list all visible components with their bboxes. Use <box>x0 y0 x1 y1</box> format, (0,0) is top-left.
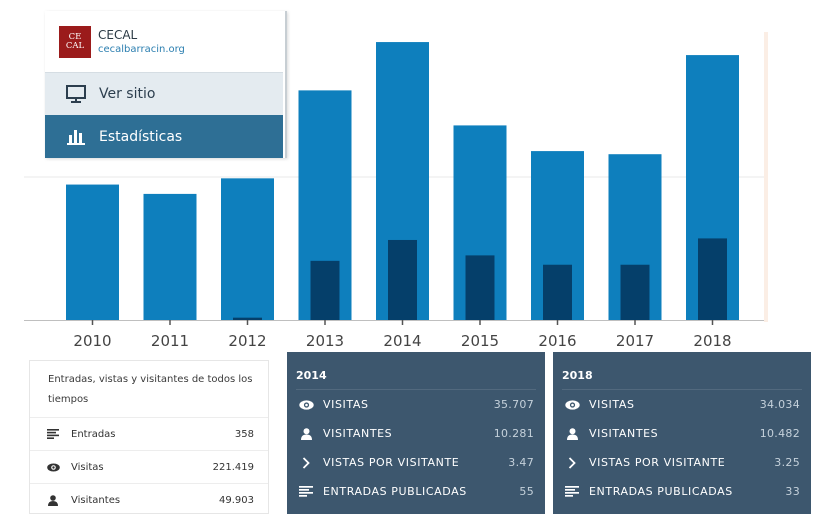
alltime-value: 358 <box>234 428 254 440</box>
bar-visitas-2011[interactable] <box>143 193 197 320</box>
bar-visitantes-2018[interactable] <box>698 238 727 320</box>
menu-item-ver-sitio[interactable]: Ver sitio <box>45 72 283 115</box>
eye-icon <box>297 399 315 410</box>
x-tick-label-2010: 2010 <box>73 332 111 350</box>
site-name: CECAL <box>98 28 138 42</box>
x-tick-label-2014: 2014 <box>383 332 421 350</box>
year-row-vistas-por-visitante: VISTAS POR VISITANTE 3.25 <box>553 448 811 477</box>
bar-visitantes-2016[interactable] <box>543 264 572 320</box>
site-url[interactable]: cecalbarracin.org <box>98 44 185 55</box>
year-row-entradas-publicadas: ENTRADAS PUBLICADAS 55 <box>287 477 545 506</box>
person-icon <box>45 494 61 506</box>
year-panel-title: 2018 <box>562 369 593 382</box>
year-row-value: 34.034 <box>759 398 800 411</box>
stats-chart: 2010 2011 2012 2013 2014 2015 2016 2017 2018 <box>24 32 768 356</box>
alltime-row-visitantes: Visitantes 49.903 <box>30 483 268 514</box>
x-tick-label-2011: 2011 <box>151 332 189 350</box>
year-row-vistas-por-visitante: VISTAS POR VISITANTE 3.47 <box>287 448 545 477</box>
year-row-value: 3.25 <box>774 456 800 469</box>
x-tick-label-2016: 2016 <box>538 332 576 350</box>
bar-chart: 2010 2011 2012 2013 2014 2015 2016 2017 2018 <box>24 32 768 350</box>
year-row-label: VISITANTES <box>323 427 393 440</box>
year-row-visitas: VISITAS 35.707 <box>287 390 545 419</box>
alltime-label: Entradas <box>71 428 116 440</box>
year-panel-2014: 2014 VISITAS 35.707 VISITANTES 10.281 VI… <box>287 352 545 514</box>
chart-right-edge <box>764 32 768 322</box>
bar-visitantes-2017[interactable] <box>620 264 650 320</box>
alltime-title: Entradas, vistas y visitantes de todos l… <box>48 374 253 405</box>
bar-visitas-2010[interactable] <box>66 184 119 320</box>
posts-icon <box>563 486 581 497</box>
alltime-stats-panel: Entradas, vistas y visitantes de todos l… <box>29 360 269 514</box>
logo-text-bottom: CAL <box>65 40 85 51</box>
year-row-visitas: VISITAS 34.034 <box>553 390 811 419</box>
menu-item-label: Ver sitio <box>99 86 156 102</box>
year-row-label: VISITAS <box>323 398 369 411</box>
alltime-row-entradas: Entradas 358 <box>30 417 268 450</box>
bar-chart-icon <box>65 127 87 147</box>
x-tick-label-2013: 2013 <box>306 332 344 350</box>
site-menu: CE CAL CECAL cecalbarracin.org Ver sitio… <box>45 11 287 158</box>
year-row-label: ENTRADAS PUBLICADAS <box>589 485 733 498</box>
bar-visitantes-2015[interactable] <box>465 255 495 320</box>
site-logo: CE CAL <box>59 25 91 58</box>
alltime-value: 221.419 <box>212 461 254 473</box>
year-row-label: VISTAS POR VISITANTE <box>589 456 726 469</box>
year-panel-title: 2014 <box>296 369 327 382</box>
alltime-label: Visitas <box>71 461 104 473</box>
bar-visitantes-2014[interactable] <box>388 239 417 320</box>
x-tick-label-2018: 2018 <box>693 332 731 350</box>
x-tick-label-2012: 2012 <box>228 332 266 350</box>
bar-visitantes-2013[interactable] <box>310 260 340 320</box>
chevron-right-icon <box>563 456 581 469</box>
alltime-label: Visitantes <box>71 494 121 506</box>
year-row-value: 55 <box>519 485 534 498</box>
year-row-value: 3.47 <box>508 456 534 469</box>
bar-visitantes-2012[interactable] <box>233 317 262 320</box>
year-row-visitantes: VISITANTES 10.482 <box>553 419 811 448</box>
year-row-value: 10.281 <box>493 427 534 440</box>
eye-icon <box>563 399 581 410</box>
chevron-right-icon <box>297 456 315 469</box>
posts-icon <box>297 486 315 497</box>
year-row-label: VISTAS POR VISITANTE <box>323 456 460 469</box>
menu-item-label: Estadísticas <box>99 128 183 145</box>
menu-item-estadisticas[interactable]: Estadísticas <box>45 115 283 158</box>
year-row-label: ENTRADAS PUBLICADAS <box>323 485 467 498</box>
alltime-value: 49.903 <box>219 494 254 506</box>
year-row-value: 10.482 <box>759 427 800 440</box>
bar-visitas-2012[interactable] <box>221 178 274 320</box>
site-header[interactable]: CE CAL CECAL cecalbarracin.org <box>45 11 285 72</box>
year-row-value: 35.707 <box>493 398 534 411</box>
year-row-label: VISITANTES <box>589 427 659 440</box>
posts-icon <box>45 429 61 439</box>
year-row-visitantes: VISITANTES 10.281 <box>287 419 545 448</box>
logo-text-top: CE <box>68 31 82 42</box>
x-tick-label-2017: 2017 <box>616 332 654 350</box>
monitor-icon <box>65 84 87 104</box>
year-panel-2018: 2018 VISITAS 34.034 VISITANTES 10.482 VI… <box>553 352 811 514</box>
year-row-label: VISITAS <box>589 398 635 411</box>
person-icon <box>297 427 315 440</box>
x-tick-label-2015: 2015 <box>461 332 499 350</box>
alltime-row-visitas: Visitas 221.419 <box>30 450 268 483</box>
year-row-value: 33 <box>785 485 800 498</box>
year-row-entradas-publicadas: ENTRADAS PUBLICADAS 33 <box>553 477 811 506</box>
eye-icon <box>45 463 61 472</box>
person-icon <box>563 427 581 440</box>
